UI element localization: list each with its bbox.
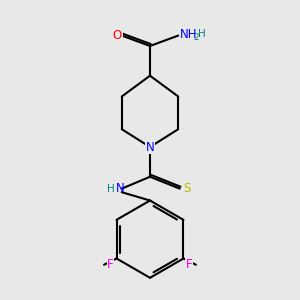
Text: F: F [186,258,193,271]
Text: H: H [106,184,114,194]
Text: NH: NH [180,28,197,40]
Text: N: N [116,182,125,195]
Text: N: N [146,140,154,154]
Text: S: S [184,182,191,195]
Text: F: F [107,258,114,271]
Text: H: H [198,29,205,39]
Text: 2: 2 [193,33,199,42]
Text: O: O [113,29,122,42]
